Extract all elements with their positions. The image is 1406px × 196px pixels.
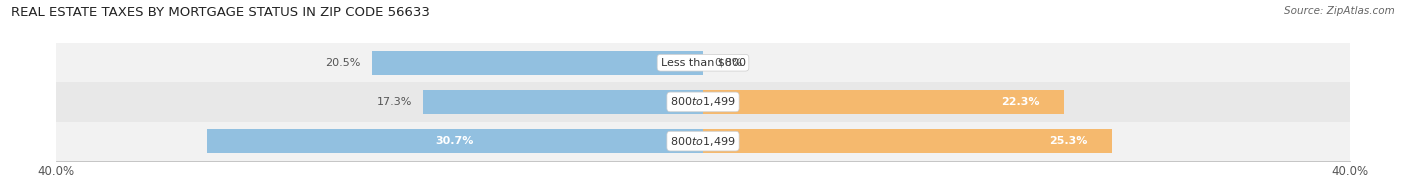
Bar [56,82,1350,122]
Text: 0.0%: 0.0% [714,58,742,68]
Text: $800 to $1,499: $800 to $1,499 [671,135,735,148]
Bar [703,129,1112,153]
Text: 17.3%: 17.3% [377,97,412,107]
Bar [56,122,1350,161]
Bar [703,90,1063,114]
Text: Source: ZipAtlas.com: Source: ZipAtlas.com [1284,6,1395,16]
Text: Less than $800: Less than $800 [661,58,745,68]
Text: REAL ESTATE TAXES BY MORTGAGE STATUS IN ZIP CODE 56633: REAL ESTATE TAXES BY MORTGAGE STATUS IN … [11,6,430,19]
Text: $800 to $1,499: $800 to $1,499 [671,95,735,108]
Bar [207,129,703,153]
Bar [56,43,1350,82]
Text: 25.3%: 25.3% [1049,136,1088,146]
Text: 30.7%: 30.7% [436,136,474,146]
Text: 22.3%: 22.3% [1001,97,1039,107]
Text: 20.5%: 20.5% [325,58,360,68]
Bar [423,90,703,114]
Bar [371,51,703,75]
